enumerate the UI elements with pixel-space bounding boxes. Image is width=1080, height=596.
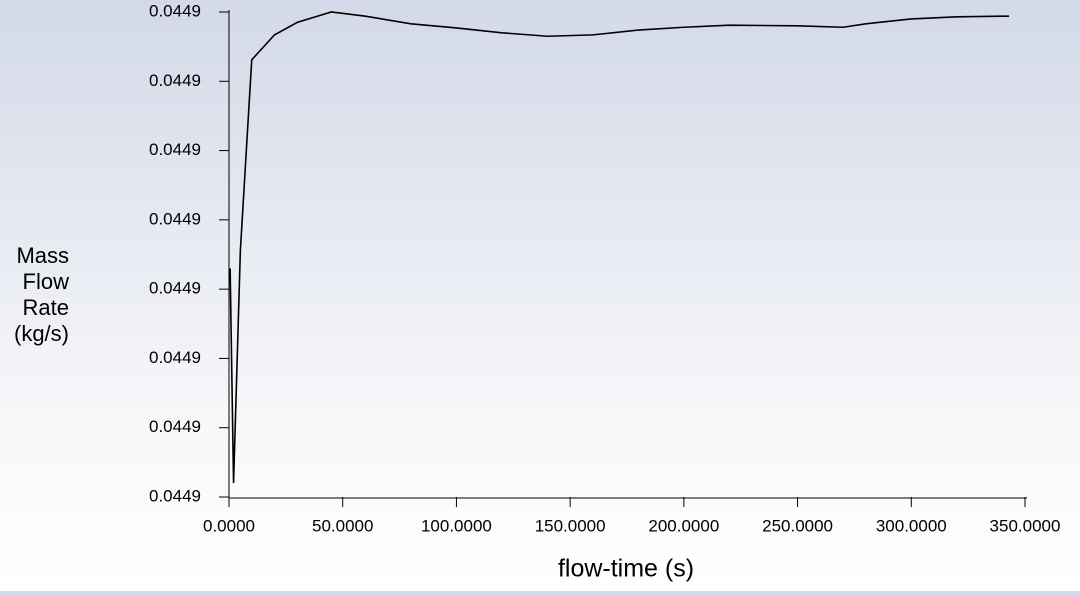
y-tick-label: 0.0449	[149, 71, 201, 90]
x-tick-label: 50.0000	[312, 516, 373, 535]
x-tick-label: 350.0000	[990, 516, 1061, 535]
x-tick-label: 150.0000	[535, 516, 606, 535]
y-tick-label: 0.0449	[149, 209, 201, 228]
y-tick-label: 0.0449	[149, 486, 201, 505]
y-tick-label: 0.0449	[149, 279, 201, 298]
y-axis-title: Flow	[23, 269, 70, 294]
x-tick-label: 200.0000	[648, 516, 719, 535]
y-axis-title: Rate	[23, 295, 69, 320]
y-tick-label: 0.0449	[149, 1, 201, 20]
y-axis-title: (kg/s)	[14, 321, 69, 346]
y-tick-label: 0.0449	[149, 348, 201, 367]
x-axis-title: flow-time (s)	[558, 555, 694, 583]
y-tick-label: 0.0449	[149, 417, 201, 436]
data-line	[229, 11, 1010, 484]
y-axis-title: Mass	[16, 243, 69, 268]
y-tick-label: 0.0449	[149, 140, 201, 159]
x-tick-label: 100.0000	[421, 516, 492, 535]
x-tick-label: 0.0000	[203, 516, 255, 535]
x-tick-label: 300.0000	[876, 516, 947, 535]
x-tick-label: 250.0000	[762, 516, 833, 535]
